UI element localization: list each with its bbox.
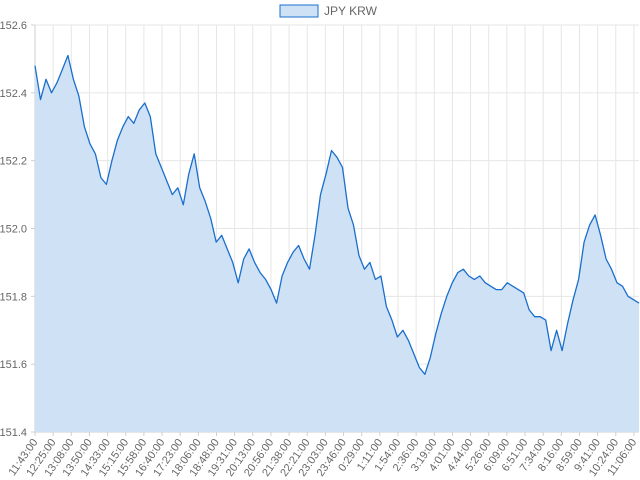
- series-line: [34, 54, 640, 375]
- series-area: [35, 55, 639, 432]
- y-tick-label: 152.2: [0, 156, 27, 168]
- y-tick-label: 152.6: [0, 20, 27, 32]
- y-tick-label: 152.4: [0, 88, 27, 100]
- y-tick-label: 151.6: [0, 359, 27, 371]
- x-axis: 11:43:0012:25:0013:08:0013:50:0014:33:00…: [7, 431, 639, 479]
- legend[interactable]: JPY KRW: [279, 4, 378, 18]
- plot-area: [34, 54, 640, 432]
- legend-label: JPY KRW: [324, 4, 378, 18]
- y-tick-label: 151.8: [0, 291, 27, 303]
- y-tick-label: 152.0: [0, 224, 27, 236]
- legend-swatch: [279, 4, 319, 18]
- y-tick-label: 151.4: [0, 427, 27, 439]
- y-axis: 152.6 152.4 152.2 152.0 151.8 151.6 151.4: [0, 20, 36, 439]
